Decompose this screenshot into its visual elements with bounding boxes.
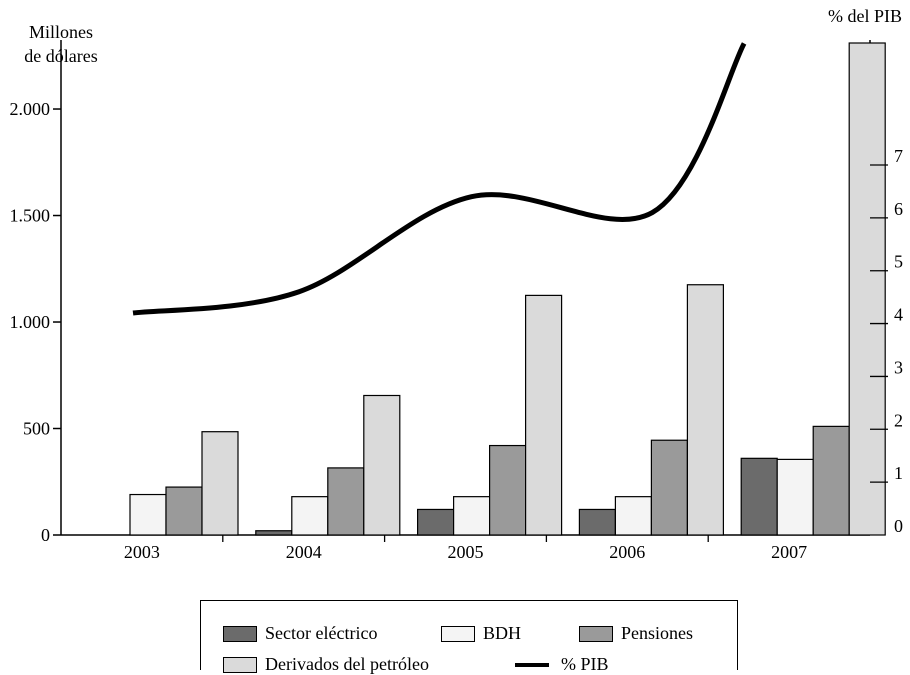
y2-tick-label: 6: [894, 199, 903, 219]
y2-tick-label: 1: [894, 463, 903, 483]
y-tick-label: 2.000: [10, 99, 51, 119]
y2-tick-label: 2: [894, 410, 903, 430]
legend-swatch-pib: [515, 662, 549, 667]
bar-1-2006: [578, 508, 617, 536]
bar-3-2005: [489, 444, 527, 536]
y2-ticks-group: 0 1 2 3 4 5 6 7: [870, 146, 903, 536]
x-tick-label: 2007: [771, 542, 807, 562]
legend-swatch-pensiones: [579, 625, 613, 642]
y-tick-label: 0: [41, 525, 50, 545]
legend-item-pib: % PIB: [515, 654, 609, 675]
y2-tick-label: 4: [894, 305, 903, 325]
legend-label-pib: % PIB: [561, 654, 609, 674]
legend-item-bdh: BDH: [441, 623, 521, 644]
x-tick-label: 2004: [286, 542, 322, 562]
y-tick-label: 1.500: [10, 206, 51, 226]
y2-tick-label: 5: [894, 252, 903, 272]
legend-label-sector-electrico: Sector eléctrico: [265, 623, 378, 643]
pib-line: [132, 42, 747, 316]
bar-3-2003: [165, 486, 203, 536]
bar-2-2004: [291, 496, 329, 536]
bar-4-2005: [524, 294, 563, 536]
legend: Sector eléctrico BDH Pensiones Derivados…: [200, 600, 738, 674]
bar-3-2004: [327, 467, 365, 536]
bar-4-2006: [686, 284, 725, 536]
bars-group: [129, 42, 886, 536]
bar-2-2003: [129, 493, 167, 536]
x-ticks-group: 2003 2004 2005 2006 2007: [124, 535, 807, 562]
legend-label-derivados: Derivados del petróleo: [265, 654, 429, 674]
y-ticks-group: 0 500 1.000 1.500 2.000: [10, 99, 61, 545]
bar-3-2006: [650, 439, 689, 536]
legend-swatch-bdh: [441, 625, 475, 642]
bar-4-2004: [363, 394, 401, 536]
y2-tick-label: 7: [894, 146, 903, 166]
legend-label-pensiones: Pensiones: [621, 623, 693, 643]
bar-2-2005: [453, 496, 491, 536]
legend-item-sector-electrico: Sector eléctrico: [223, 623, 377, 644]
bar-1-2005: [417, 508, 455, 536]
legend-swatch-derivados: [223, 656, 257, 673]
bar-3-2007: [812, 425, 850, 536]
x-tick-label: 2005: [448, 542, 484, 562]
legend-item-pensiones: Pensiones: [579, 623, 693, 644]
x-tick-label: 2003: [124, 542, 160, 562]
y-tick-label: 1.000: [10, 312, 51, 332]
bar-2-2006: [614, 496, 653, 536]
y-tick-label: 500: [23, 419, 50, 439]
legend-swatch-sector-electrico: [223, 625, 257, 642]
bar-1-2007: [740, 457, 778, 536]
y2-tick-label: 3: [894, 357, 903, 377]
y2-tick-label: 0: [894, 516, 903, 536]
bar-2-2007: [776, 458, 814, 536]
y2-axis-title: % del PIB: [828, 6, 902, 26]
bar-4-2007: [848, 42, 886, 536]
x-tick-label: 2006: [609, 542, 645, 562]
bar-4-2003: [201, 431, 239, 536]
legend-item-derivados: Derivados del petróleo: [223, 654, 429, 675]
legend-label-bdh: BDH: [483, 623, 522, 643]
y-axis-title-line-1: Millones: [28, 22, 93, 42]
bar-1-2004: [255, 530, 293, 536]
y-axis-title: Millones de dólares: [6, 20, 116, 68]
y-axis-title-line-2: de dólares: [24, 46, 98, 66]
